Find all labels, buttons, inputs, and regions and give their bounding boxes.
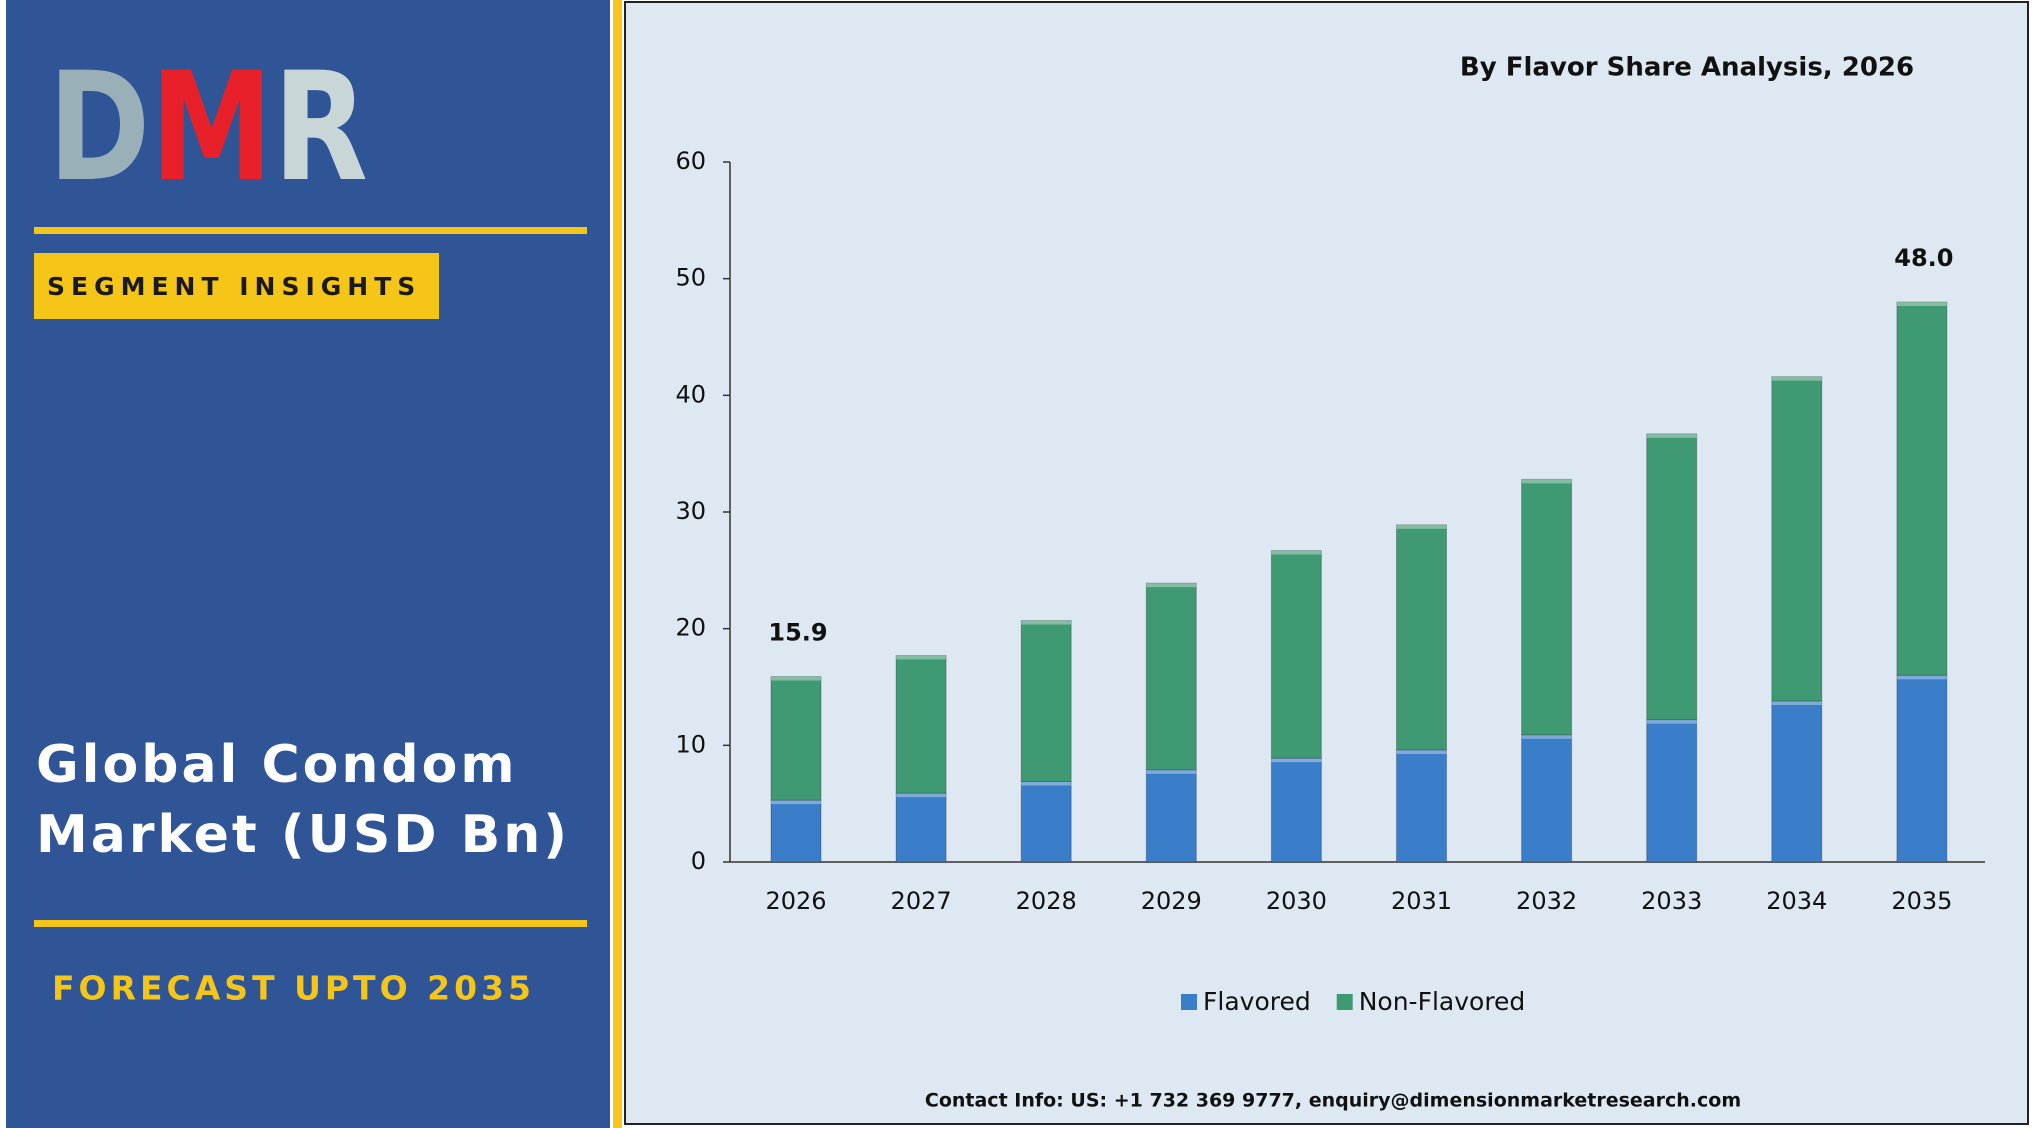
y-tick-label: 40 bbox=[675, 380, 706, 408]
title-line: Global Condom bbox=[36, 735, 518, 795]
bar-segment bbox=[1020, 781, 1072, 863]
x-tick-label: 2026 bbox=[765, 887, 826, 915]
x-tick-label: 2029 bbox=[1141, 887, 1202, 915]
bar-highlight bbox=[1521, 479, 1572, 484]
data-label: 15.9 bbox=[768, 619, 827, 647]
bar-segment bbox=[1646, 719, 1698, 863]
bar-highlight bbox=[896, 655, 947, 660]
bar-segment bbox=[1396, 524, 1447, 751]
bar-highlight bbox=[1271, 758, 1322, 763]
bar-segment bbox=[1145, 769, 1197, 863]
bar-segment bbox=[1270, 757, 1322, 863]
bar-highlight bbox=[1646, 433, 1697, 438]
y-tick-label: 10 bbox=[675, 730, 706, 758]
bar-segment bbox=[895, 655, 947, 794]
bar-highlight bbox=[1396, 750, 1447, 754]
y-tick-label: 60 bbox=[675, 147, 706, 175]
bar-highlight bbox=[1646, 719, 1697, 724]
bar-highlight bbox=[771, 676, 821, 681]
bar-highlight bbox=[1146, 583, 1197, 588]
bar-segment bbox=[1646, 433, 1698, 721]
y-tick-label: 20 bbox=[675, 614, 706, 642]
rule bbox=[34, 920, 587, 927]
bar-highlight bbox=[1021, 781, 1072, 786]
bar-highlight bbox=[1146, 769, 1197, 774]
bar-segment bbox=[1771, 700, 1823, 863]
contact: Contact Info: US: +1 732 369 9777, enqui… bbox=[925, 1090, 1741, 1112]
bar-segment bbox=[1771, 376, 1823, 702]
x-tick-label: 2033 bbox=[1641, 887, 1702, 915]
y-tick-label: 0 bbox=[691, 847, 706, 875]
bar-highlight bbox=[1771, 376, 1822, 381]
tag: SEGMENT INSIGHTS bbox=[47, 272, 421, 301]
legend-label: Non-Flavored bbox=[1359, 987, 1526, 1016]
bar-segment bbox=[770, 799, 822, 863]
x-tick-label: 2028 bbox=[1016, 887, 1077, 915]
bar-segment bbox=[1521, 734, 1573, 863]
bar-highlight bbox=[1271, 550, 1322, 555]
legend-swatch bbox=[1181, 994, 1197, 1010]
bar-highlight bbox=[896, 793, 947, 798]
x-tick-label: 2032 bbox=[1516, 887, 1577, 915]
chart-title: By Flavor Share Analysis, 2026 bbox=[1460, 53, 1914, 83]
x-tick-label: 2035 bbox=[1891, 887, 1952, 915]
bar-segment bbox=[1896, 301, 1948, 676]
legend-label: Flavored bbox=[1203, 987, 1311, 1016]
title-line: Market (USD Bn) bbox=[36, 805, 570, 865]
divider bbox=[613, 0, 622, 1128]
bar-segment bbox=[1020, 620, 1072, 782]
y-tick-label: 30 bbox=[675, 497, 706, 525]
bar-segment bbox=[1145, 582, 1197, 771]
bar-segment bbox=[1896, 674, 1948, 863]
x-tick-label: 2027 bbox=[891, 887, 952, 915]
x-tick-label: 2031 bbox=[1391, 887, 1452, 915]
bar-segment bbox=[1270, 550, 1322, 759]
x-tick-label: 2030 bbox=[1266, 887, 1327, 915]
left-panel bbox=[6, 0, 610, 1128]
logo: DMR bbox=[48, 41, 368, 215]
bar-highlight bbox=[771, 800, 821, 805]
bar-highlight bbox=[1396, 524, 1447, 529]
bar-segment bbox=[1396, 749, 1447, 863]
bar-highlight bbox=[1021, 620, 1072, 625]
x-tick-label: 2034 bbox=[1766, 887, 1827, 915]
forecast: FORECAST UPTO 2035 bbox=[52, 969, 535, 1008]
bar-highlight bbox=[1896, 675, 1947, 680]
bar-segment bbox=[895, 792, 947, 863]
bar-highlight bbox=[1771, 701, 1822, 705]
tag-box bbox=[34, 253, 439, 319]
rule bbox=[34, 227, 587, 234]
bar-highlight bbox=[1521, 734, 1572, 739]
y-tick-label: 50 bbox=[675, 264, 706, 292]
bar-segment bbox=[1521, 478, 1573, 736]
bar-segment bbox=[770, 676, 822, 801]
legend-swatch bbox=[1336, 994, 1353, 1010]
data-label: 48.0 bbox=[1894, 244, 1953, 272]
bar-highlight bbox=[1896, 302, 1947, 306]
